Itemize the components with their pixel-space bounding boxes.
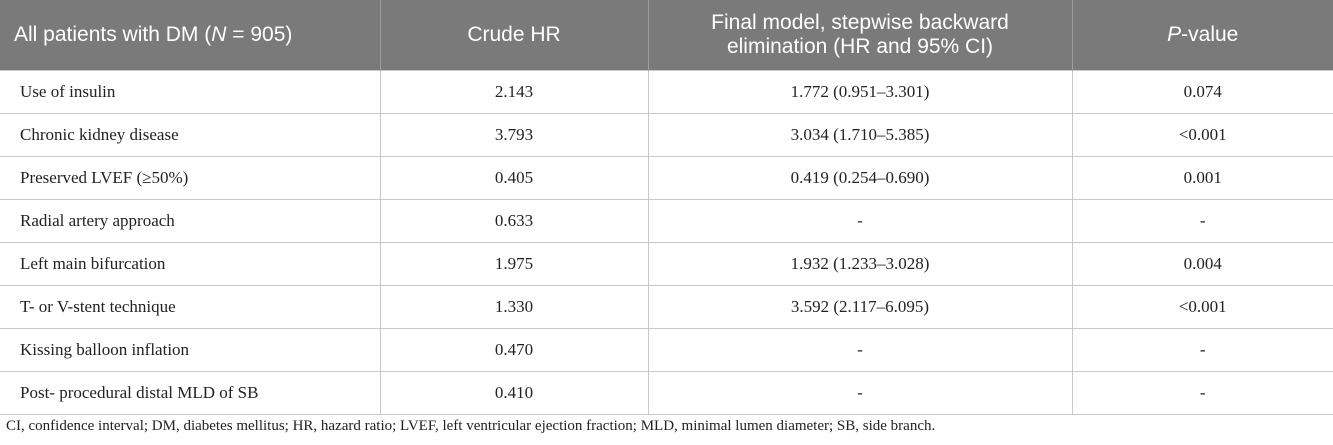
cell-p-value: - [1071,328,1333,372]
cell-final-model: - [647,199,1073,243]
cell-crude-hr: 0.470 [379,328,649,372]
table-row: Post- procedural distal MLD of SB 0.410 … [0,371,1333,415]
cell-final-model: 1.932 (1.233–3.028) [647,242,1073,286]
table-row: Radial artery approach 0.633 - - [0,199,1333,243]
header-row: All patients with DM (N = 905) Crude HR … [0,0,1333,71]
cell-crude-hr: 3.793 [379,113,649,157]
cell-variable: Chronic kidney disease [0,113,381,157]
cell-variable: Radial artery approach [0,199,381,243]
table-footnote: CI, confidence interval; DM, diabetes me… [6,418,936,434]
cell-crude-hr: 0.410 [379,371,649,415]
results-table-container: All patients with DM (N = 905) Crude HR … [0,0,1333,415]
cell-p-value: - [1071,199,1333,243]
hazard-ratio-table: All patients with DM (N = 905) Crude HR … [0,0,1333,415]
header-n-value: = 905) [226,23,293,46]
table-header: All patients with DM (N = 905) Crude HR … [0,0,1333,71]
cell-variable: Left main bifurcation [0,242,381,286]
cell-p-value: - [1071,371,1333,415]
cell-final-model: 3.034 (1.710–5.385) [647,113,1073,157]
cell-final-model: 0.419 (0.254–0.690) [647,156,1073,200]
cell-crude-hr: 1.330 [379,285,649,329]
table-row: Left main bifurcation 1.975 1.932 (1.233… [0,242,1333,286]
table-body: Use of insulin 2.143 1.772 (0.951–3.301)… [0,70,1333,415]
header-n-variable: N [211,23,227,46]
cell-final-model: - [647,328,1073,372]
cell-final-model: 1.772 (0.951–3.301) [647,70,1073,114]
cell-crude-hr: 0.633 [379,199,649,243]
table-row: Kissing balloon inflation 0.470 - - [0,328,1333,372]
header-p-variable: P [1167,23,1182,46]
cell-variable: T- or V-stent technique [0,285,381,329]
header-all-patients: All patients with DM (N = 905) [0,0,381,71]
cell-variable: Use of insulin [0,70,381,114]
header-p-value: P-value [1072,0,1333,71]
cell-p-value: 0.001 [1071,156,1333,200]
cell-variable: Post- procedural distal MLD of SB [0,371,381,415]
cell-p-value: <0.001 [1071,285,1333,329]
table-row: T- or V-stent technique 1.330 3.592 (2.1… [0,285,1333,329]
table-row: Chronic kidney disease 3.793 3.034 (1.71… [0,113,1333,157]
cell-crude-hr: 0.405 [379,156,649,200]
header-crude-hr: Crude HR [380,0,649,71]
cell-crude-hr: 1.975 [379,242,649,286]
header-final-model: Final model, stepwise backward eliminati… [648,0,1073,71]
cell-variable: Kissing balloon inflation [0,328,381,372]
cell-final-model: - [647,371,1073,415]
cell-crude-hr: 2.143 [379,70,649,114]
cell-final-model: 3.592 (2.117–6.095) [647,285,1073,329]
header-all-patients-text: All patients with DM ( [14,23,212,46]
cell-p-value: 0.004 [1071,242,1333,286]
header-p-suffix: -value [1181,23,1239,46]
table-row: Use of insulin 2.143 1.772 (0.951–3.301)… [0,70,1333,114]
cell-variable: Preserved LVEF (≥50%) [0,156,381,200]
cell-p-value: <0.001 [1071,113,1333,157]
table-row: Preserved LVEF (≥50%) 0.405 0.419 (0.254… [0,156,1333,200]
cell-p-value: 0.074 [1071,70,1333,114]
